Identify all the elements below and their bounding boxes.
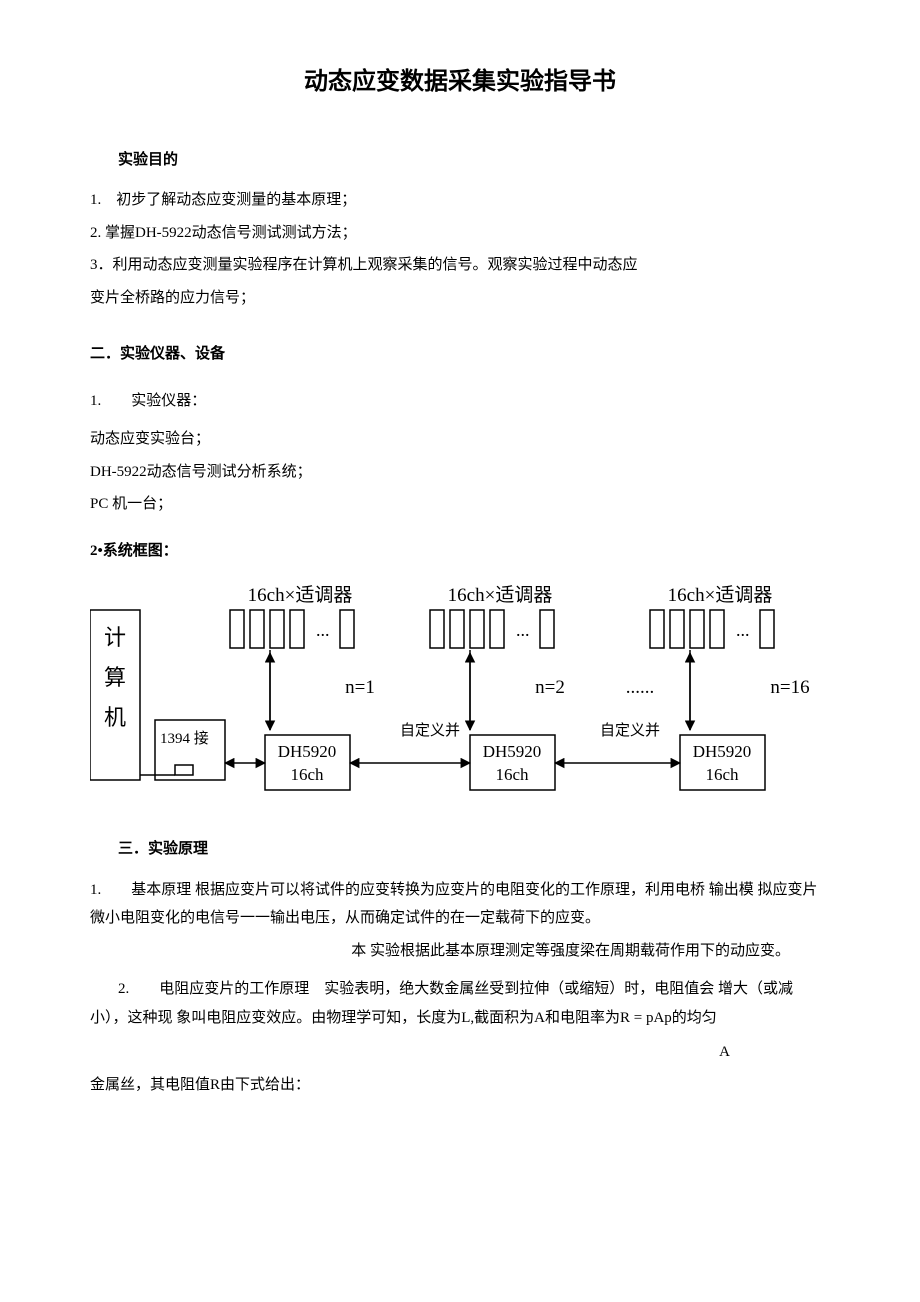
svg-text:......: ...... <box>626 677 655 698</box>
svg-text:16ch: 16ch <box>705 765 739 784</box>
svg-text:...: ... <box>736 620 750 640</box>
sec1-item3b: 变片全桥路的应力信号； <box>90 284 830 313</box>
sec3-p1b: 本 实验根据此基本原理测定等强度梁在周期载荷作用下的动应变。 <box>90 937 830 966</box>
svg-text:16ch×适调器: 16ch×适调器 <box>448 585 553 606</box>
sec1-item1: 1. 初步了解动态应变测量的基本原理； <box>90 186 830 215</box>
svg-text:自定义并: 自定义并 <box>400 722 460 739</box>
svg-text:n=2: n=2 <box>535 677 565 698</box>
system-diagram: 计算机 1394 接 16ch×适调器... 16ch×适调器... 16ch×适调器.… <box>90 585 830 805</box>
svg-text:16ch×适调器: 16ch×适调器 <box>668 585 773 606</box>
svg-text:16ch: 16ch <box>290 765 324 784</box>
page-title: 动态应变数据采集实验指导书 <box>90 60 830 106</box>
sec1-item3a: 3．利用动态应变测量实验程序在计算机上观察采集的信号。观察实验过程中动态应 <box>90 251 830 280</box>
svg-text:...: ... <box>516 620 530 640</box>
sec3-p1a: 1. 基本原理 根据应变片可以将试件的应变转换为应变片的电阻变化的工作原理，利用… <box>90 876 830 933</box>
svg-text:16ch: 16ch <box>495 765 529 784</box>
sec3-rA: A <box>90 1038 830 1067</box>
svg-text:算: 算 <box>104 665 126 690</box>
svg-text:计: 计 <box>104 625 126 650</box>
svg-text:自定义并: 自定义并 <box>600 722 660 739</box>
svg-text:1394 接: 1394 接 <box>160 730 209 747</box>
sec2-sub2: 2•系统框图： <box>90 537 830 566</box>
sec2-li1: 动态应变实验台； <box>90 425 830 454</box>
sec3-p3: 金属丝，其电阻值R由下式给出： <box>90 1071 830 1100</box>
sec2-li3: PC 机一台； <box>90 490 830 519</box>
sec2-head: 二．实验仪器、设备 <box>90 340 830 369</box>
svg-text:n=16: n=16 <box>770 677 809 698</box>
svg-text:16ch×适调器: 16ch×适调器 <box>248 585 353 606</box>
svg-text:DH5920: DH5920 <box>483 742 542 761</box>
sec3-p2a: 2. 电阻应变片的工作原理 实验表明，绝大数金属丝受到拉伸（或缩短）时，电阻值会… <box>90 975 830 1032</box>
svg-text:DH5920: DH5920 <box>693 742 752 761</box>
sec2-sub1: 1. 实验仪器： <box>90 387 830 416</box>
svg-text:机: 机 <box>104 705 126 730</box>
svg-text:DH5920: DH5920 <box>278 742 337 761</box>
sec1-head: 实验目的 <box>118 146 830 175</box>
sec3-head: 三．实验原理 <box>118 835 830 864</box>
svg-text:...: ... <box>316 620 330 640</box>
svg-text:n=1: n=1 <box>345 677 375 698</box>
sec2-li2: DH-5922动态信号测试分析系统； <box>90 458 830 487</box>
sec1-item2: 2. 掌握DH-5922动态信号测试测试方法； <box>90 219 830 248</box>
